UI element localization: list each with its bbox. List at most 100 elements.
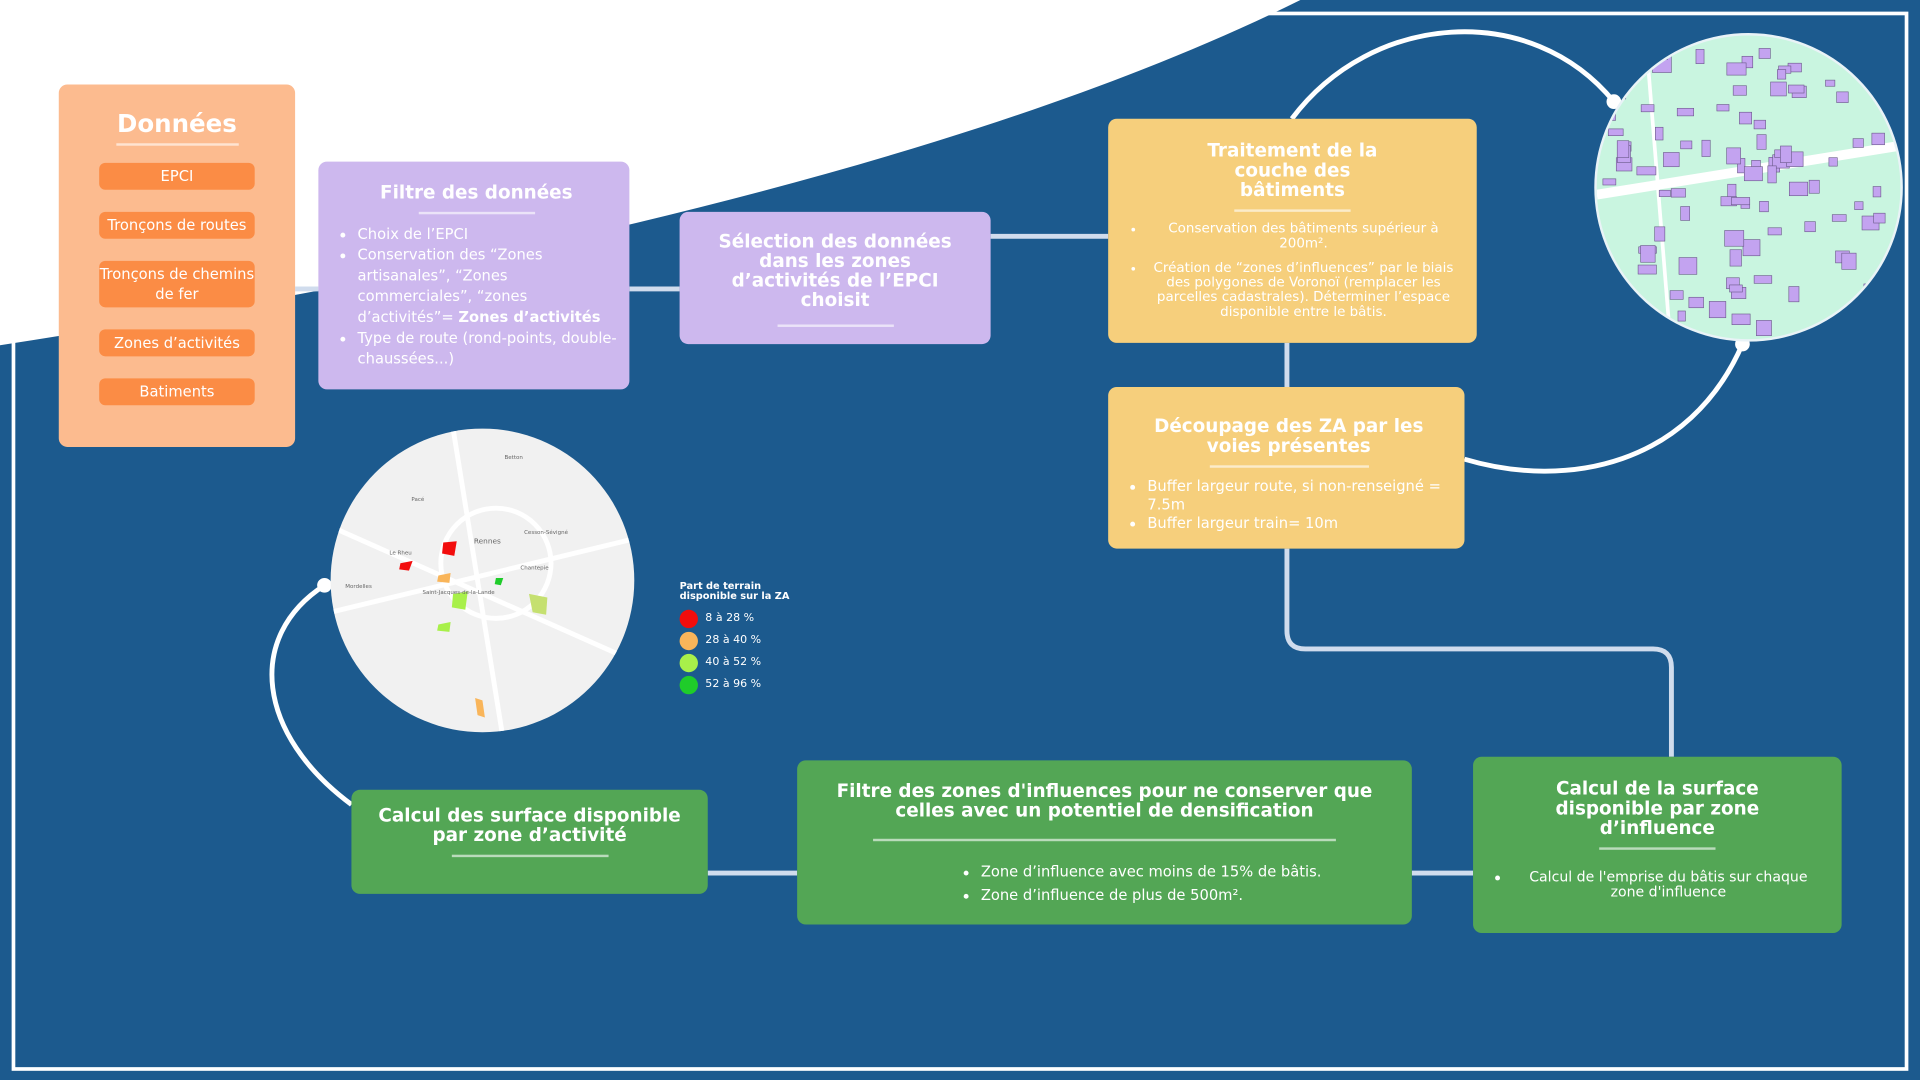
building-mark xyxy=(1758,48,1771,59)
zone-mark xyxy=(437,622,451,632)
legend-label: 40 à 52 % xyxy=(705,656,762,669)
building-mark xyxy=(1731,313,1751,325)
building-mark xyxy=(1788,84,1805,94)
building-mark xyxy=(1742,239,1761,257)
building-mark xyxy=(1677,310,1686,322)
building-mark xyxy=(1670,188,1686,198)
donnees-title: Données xyxy=(117,108,237,139)
divider xyxy=(776,324,894,327)
frame-border xyxy=(11,11,1909,1071)
building-mark xyxy=(1676,107,1694,117)
data-item-zones: Zones d’activités xyxy=(99,329,255,357)
place-label: Mordelles xyxy=(345,584,372,591)
legend-swatch xyxy=(679,609,698,628)
building-mark xyxy=(1836,91,1849,103)
legend-item: 8 à 28 % xyxy=(679,607,790,629)
building-mark xyxy=(1737,158,1746,174)
place-label: Saint-Jacques-de-la-Lande xyxy=(422,590,495,597)
divider xyxy=(1599,847,1716,850)
building-mark xyxy=(1788,181,1809,197)
connector xyxy=(1463,343,1745,474)
legend-item: 40 à 52 % xyxy=(679,651,790,673)
building-mark xyxy=(1871,132,1885,146)
donnees-panel: Données EPCI Tronçons de routes Tronçons… xyxy=(58,84,296,447)
legend-label: 52 à 96 % xyxy=(705,678,762,691)
connector-dot xyxy=(317,577,332,593)
building-mark xyxy=(1731,197,1751,206)
building-mark xyxy=(1680,206,1690,221)
filtre-donnees-box: Filtre des données Choix de l’EPCI Conse… xyxy=(318,161,630,390)
building-mark xyxy=(1825,79,1836,87)
building-mark xyxy=(1852,138,1864,148)
bullet: Buffer largeur route, si non-renseigné =… xyxy=(1147,478,1452,515)
building-mark xyxy=(1756,134,1767,150)
building-mark xyxy=(1708,301,1727,319)
place-label: Rennes xyxy=(473,537,501,547)
building-mark xyxy=(1831,214,1847,222)
box-title: Sélection des données dans les zones d’a… xyxy=(718,230,952,312)
building-mark xyxy=(1729,284,1743,293)
legend-label: 28 à 40 % xyxy=(705,634,762,647)
bullet: Conservation des “Zones artisanales”, “Z… xyxy=(358,245,618,328)
bullet-bold: Zones d’activités xyxy=(458,308,601,326)
decoupage-box: Découpage des ZA par les voies présentes… xyxy=(1108,386,1465,549)
building-mark xyxy=(1655,126,1664,141)
selection-box: Sélection des données dans les zones d’a… xyxy=(679,211,991,345)
divider xyxy=(1234,209,1351,212)
map-roads xyxy=(330,428,635,733)
building-mark xyxy=(1741,55,1754,69)
bullet: Zone d’influence avec moins de 15% de bâ… xyxy=(981,861,1388,884)
map-legend: Part de terrain disponible sur la ZA 8 à… xyxy=(679,580,790,696)
building-mark xyxy=(1726,147,1741,165)
box-title: Découpage des ZA par les voies présentes xyxy=(1154,415,1424,457)
legend-item: 52 à 96 % xyxy=(679,673,790,695)
legend-item: 28 à 40 % xyxy=(679,629,790,651)
building-mark xyxy=(1640,104,1655,113)
rennes-map-image: Betton Pacé Le Rheu Rennes Cesson-Sévign… xyxy=(330,428,635,733)
building-mark xyxy=(1663,152,1680,168)
building-mark xyxy=(1854,201,1864,210)
bullet: Conservation des bâtiments supérieur à 2… xyxy=(1147,221,1459,251)
building-mark xyxy=(1607,128,1624,137)
building-mark xyxy=(1637,264,1657,275)
data-item-epci: EPCI xyxy=(99,162,255,190)
box-title: Filtre des zones d'influences pour ne co… xyxy=(836,780,1373,822)
building-mark xyxy=(1873,212,1886,224)
building-mark xyxy=(1678,257,1698,275)
data-item-buildings: Batiments xyxy=(99,378,255,406)
building-mark xyxy=(1777,69,1787,80)
place-label: Chantepie xyxy=(520,565,549,572)
building-mark xyxy=(1695,49,1705,64)
building-mark xyxy=(1808,179,1820,194)
divider xyxy=(418,211,535,215)
building-mark xyxy=(1828,157,1838,167)
calcul-za-box: Calcul des surface disponible par zone d… xyxy=(351,789,708,894)
building-mark xyxy=(1701,139,1711,157)
bullet: Calcul de l'emprise du bâtis sur chaque … xyxy=(1512,869,1824,898)
zone-mark xyxy=(437,573,451,583)
calcul-zone-box: Calcul de la surface disponible par zone… xyxy=(1473,756,1842,934)
building-mark xyxy=(1724,230,1745,247)
connector xyxy=(1284,548,1674,757)
building-mark xyxy=(1753,275,1773,284)
building-mark xyxy=(1841,252,1857,270)
building-mark xyxy=(1780,145,1792,163)
building-mark xyxy=(1640,245,1656,263)
place-label: Pacé xyxy=(411,497,425,504)
building-mark xyxy=(1726,62,1747,76)
building-mark xyxy=(1759,201,1769,213)
bullet-text: Conservation des “Zones artisanales”, “Z… xyxy=(357,246,543,326)
building-mark xyxy=(1753,119,1766,130)
zone-mark xyxy=(442,541,457,556)
zone-mark xyxy=(475,697,485,718)
building-mark xyxy=(1770,81,1787,97)
building-mark xyxy=(1669,290,1684,300)
building-mark xyxy=(1732,85,1747,96)
buildings-map-image xyxy=(1594,33,1903,342)
legend-title: Part de terrain disponible sur la ZA xyxy=(679,580,790,602)
divider xyxy=(451,854,608,858)
box-title: Calcul des surface disponible par zone d… xyxy=(378,804,681,847)
zone-mark xyxy=(528,593,548,615)
legend-swatch xyxy=(679,675,698,694)
data-item-routes: Tronçons de routes xyxy=(99,211,255,239)
